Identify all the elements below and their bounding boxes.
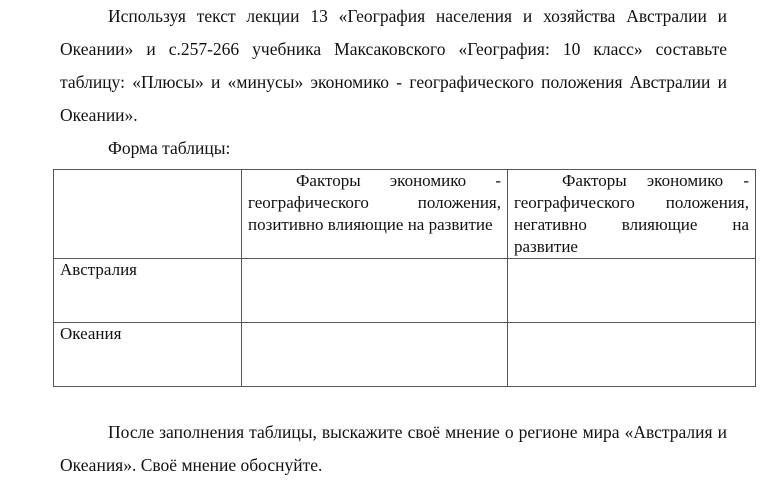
row-label-oceania: Океания <box>53 322 242 387</box>
row-label-australia: Австралия <box>53 258 242 323</box>
header-empty-cell <box>53 169 242 259</box>
factors-table: Факторы экономико - географического поло… <box>53 169 756 387</box>
cell-oceania-positive <box>241 322 508 387</box>
intro-paragraph: Используя текст лекции 13 «География нас… <box>60 6 727 125</box>
cell-australia-negative <box>507 258 756 323</box>
table-row: Океания <box>53 322 756 387</box>
cell-australia-positive <box>241 258 508 323</box>
header-negative-factors: Факторы экономико - географического поло… <box>507 169 756 259</box>
form-label: Форма таблицы: <box>108 138 231 158</box>
cell-oceania-negative <box>507 322 756 387</box>
table-row: Австралия <box>53 258 756 323</box>
closing-paragraph: После заполнения таблицы, выскажите своё… <box>60 422 727 475</box>
header-positive-factors: Факторы экономико - географического поло… <box>241 169 508 259</box>
